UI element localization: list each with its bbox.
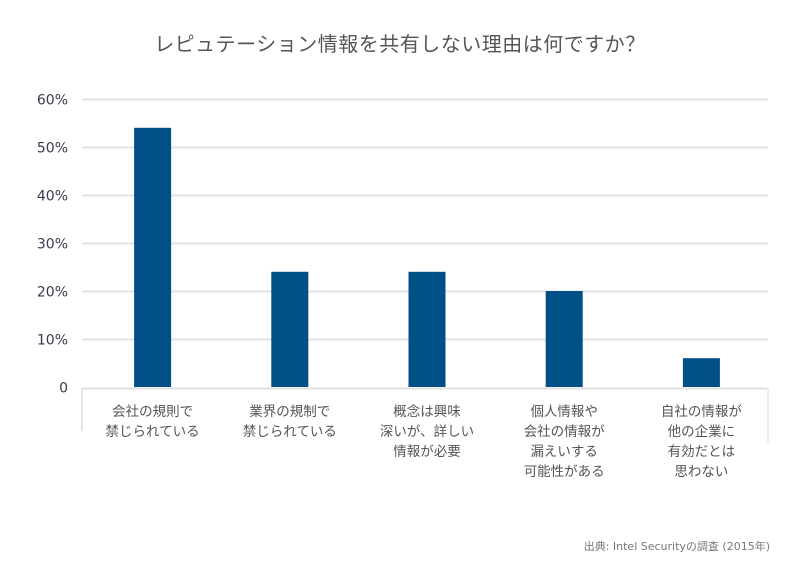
source-note: 出典: Intel Securityの調査 (2015年)	[583, 540, 770, 553]
y-tick-label: 40%	[37, 189, 68, 205]
bar	[545, 291, 583, 387]
y-axis-ticks: 0 10% 20% 30% 40% 50% 60%	[37, 93, 68, 397]
chart-title: レピュテーション情報を共有しない理由は何ですか？	[154, 32, 646, 56]
y-tick-label: 0	[59, 381, 68, 397]
y-tick-label: 60%	[37, 93, 68, 109]
x-axis	[81, 387, 769, 443]
bar	[682, 358, 720, 387]
category-label: 概念は興味 深いが、詳しい 情報が必要	[379, 404, 475, 460]
y-tick-label: 20%	[37, 285, 68, 301]
y-tick-label: 10%	[37, 333, 68, 349]
category-label: 自社の情報が 他の企業に 有効だとは 思わない	[660, 404, 742, 480]
y-tick-label: 50%	[37, 141, 68, 157]
y-tick-label: 30%	[37, 237, 68, 253]
category-label: 会社の規則で 禁じられている	[105, 404, 200, 440]
bar	[408, 271, 446, 387]
category-label: 業界の規制で 禁じられている	[242, 404, 337, 440]
bar	[134, 127, 172, 388]
category-label: 個人情報や 会社の情報が 漏えいする 可能性がある	[523, 404, 605, 480]
bars	[134, 127, 720, 388]
bar	[271, 271, 309, 387]
